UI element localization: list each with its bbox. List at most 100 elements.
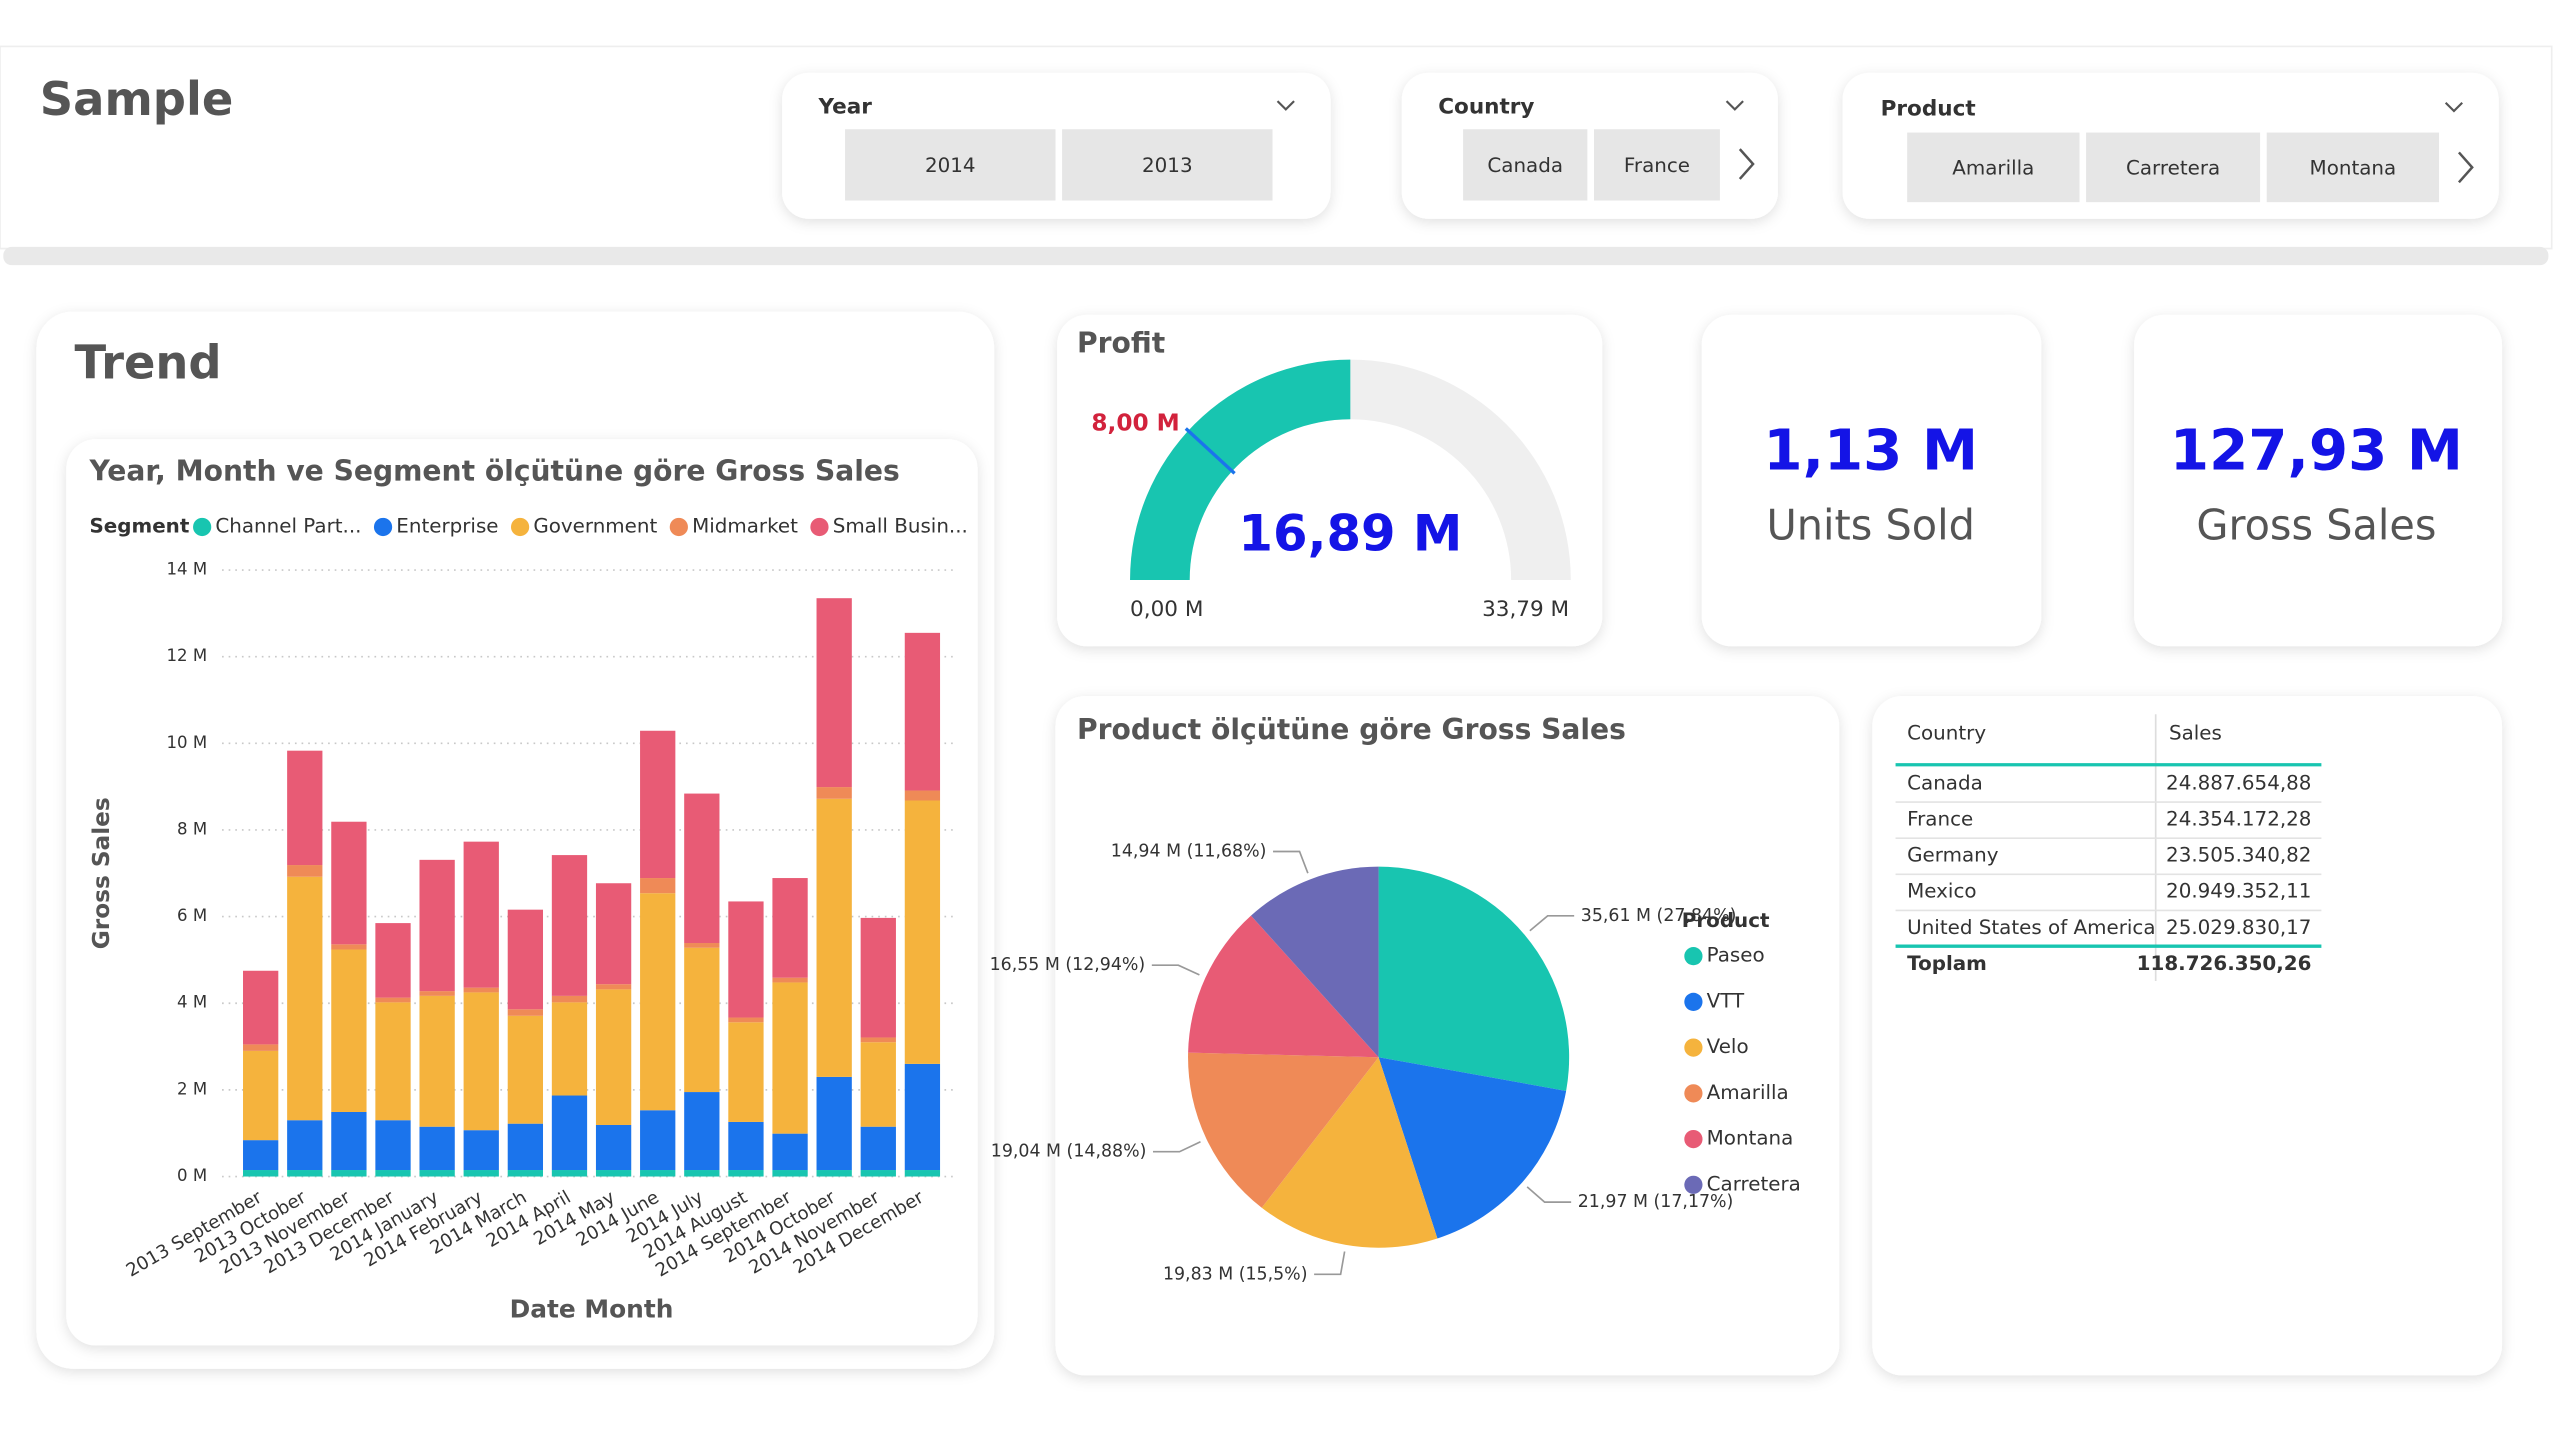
bar-segment xyxy=(640,730,676,879)
bar-segment xyxy=(816,1170,852,1177)
bar-segment xyxy=(728,1170,764,1177)
pie-slice xyxy=(1261,1057,1438,1248)
y-tick-label: 8 M xyxy=(177,819,207,838)
legend-marker xyxy=(1684,947,1703,966)
bar-segment xyxy=(860,1042,896,1127)
data-label: 16,55 M (12,94%) xyxy=(990,955,1146,975)
slicer-button[interactable] xyxy=(1463,129,1588,201)
bar-segment xyxy=(684,1092,720,1171)
legend-title: Product xyxy=(1682,909,1770,932)
scroll-arrow[interactable] xyxy=(2457,151,2474,184)
slicer-button[interactable] xyxy=(845,129,1056,201)
bar-segment xyxy=(640,1170,676,1177)
legend-marker xyxy=(373,517,393,537)
slicer-item[interactable]: 2013 xyxy=(1142,154,1193,177)
slicer-button[interactable] xyxy=(2086,132,2261,203)
bar-segment xyxy=(860,917,896,1038)
bar-segment xyxy=(816,598,852,788)
legend-label: Paseo xyxy=(1707,944,1765,967)
legend-marker xyxy=(1684,1129,1703,1149)
bar-segment xyxy=(904,1170,941,1177)
scroll-arrow[interactable] xyxy=(1738,148,1755,180)
kpi-value: 127,93 M xyxy=(2170,419,2463,484)
slicer-item[interactable]: Montana xyxy=(2310,157,2397,180)
dropdown-chevron[interactable] xyxy=(2444,101,2464,113)
bar-segment xyxy=(728,1017,764,1023)
table-cell: 24.887.654,88 xyxy=(2166,771,2311,794)
slicer-item[interactable]: Carretera xyxy=(2126,157,2220,180)
bar-segment xyxy=(287,1120,323,1171)
chart-title: Product ölçütüne göre Gross Sales xyxy=(1077,713,1626,746)
gauge-fill xyxy=(1130,359,1351,580)
bar-segment xyxy=(551,1002,588,1096)
pie-slice xyxy=(1188,1052,1379,1208)
bar-segment xyxy=(684,1170,720,1177)
slicer-item[interactable]: Canada xyxy=(1487,154,1563,177)
bar-segment xyxy=(904,800,941,1064)
table-card xyxy=(1872,695,2503,1376)
bar-segment xyxy=(287,750,323,866)
legend-marker xyxy=(1684,1084,1703,1103)
bar-segment xyxy=(375,997,411,1003)
y-axis-title: Gross Sales xyxy=(88,797,115,949)
legend-label: Government xyxy=(533,514,657,537)
bar-segment xyxy=(331,944,367,950)
chart-title: Profit xyxy=(1077,327,1165,360)
column-header: Country xyxy=(1907,722,1986,745)
bar-segment xyxy=(287,1170,323,1177)
bar-segment xyxy=(551,1170,588,1177)
bar-segment xyxy=(860,1126,896,1171)
bar-segment xyxy=(640,878,676,894)
table-total: Toplam xyxy=(1907,952,1987,975)
slicer-item[interactable]: France xyxy=(1624,154,1690,177)
page-title: Sample xyxy=(40,72,234,126)
table-cell: France xyxy=(1907,807,1973,830)
leader-line xyxy=(1152,1141,1201,1153)
bar-segment xyxy=(816,798,852,1077)
leader-line xyxy=(1151,964,1200,976)
legend-label: Velo xyxy=(1707,1035,1749,1058)
bar-segment xyxy=(728,1022,764,1122)
dropdown-chevron[interactable] xyxy=(1725,100,1744,111)
data-label: 19,04 M (14,88%) xyxy=(991,1142,1147,1162)
slicer-title: Year xyxy=(818,95,873,120)
legend-marker xyxy=(1684,1175,1703,1194)
slicer-button[interactable] xyxy=(1593,129,1720,201)
y-tick-label: 4 M xyxy=(177,993,207,1012)
table-cell: 25.029.830,17 xyxy=(2166,916,2311,939)
bar-segment xyxy=(463,1170,499,1177)
slicer-button[interactable] xyxy=(1907,132,2080,203)
legend-marker xyxy=(510,517,530,537)
slicer-button[interactable] xyxy=(2266,132,2440,203)
bar-segment xyxy=(463,1130,499,1171)
pie-slice xyxy=(1250,866,1379,1058)
pie-slice xyxy=(1188,915,1379,1058)
slicer-button[interactable] xyxy=(1062,129,1273,201)
y-tick-label: 0 M xyxy=(177,1166,207,1185)
bar-segment xyxy=(331,1111,367,1171)
slicer-item[interactable]: Amarilla xyxy=(1952,157,2034,180)
table-cell: United States of America xyxy=(1907,916,2155,939)
slicer-item[interactable]: 2014 xyxy=(925,154,976,177)
leader-line xyxy=(1314,1251,1346,1276)
y-tick-label: 14 M xyxy=(166,560,207,579)
dropdown-chevron[interactable] xyxy=(1276,100,1295,111)
bar-segment xyxy=(551,855,588,996)
bar-segment xyxy=(331,1170,367,1177)
bar-segment xyxy=(243,1170,279,1177)
legend-marker xyxy=(1684,992,1703,1011)
bar-segment xyxy=(243,1050,279,1141)
bar-segment xyxy=(507,1123,544,1171)
chart-title: Year, Month ve Segment ölçütüne göre Gro… xyxy=(88,454,899,487)
pie-slice xyxy=(1378,1057,1567,1239)
table-cell: 24.354.172,28 xyxy=(2166,807,2311,830)
slicer-title: Product xyxy=(1881,96,1976,121)
bar-segment xyxy=(772,1170,808,1177)
bar-segment xyxy=(772,982,808,1134)
kpi-card xyxy=(2134,314,2503,647)
bar-segment xyxy=(640,1110,676,1171)
legend-label: Midmarket xyxy=(692,514,798,537)
table-cell: Canada xyxy=(1907,771,1983,794)
leader-line xyxy=(1273,850,1309,874)
